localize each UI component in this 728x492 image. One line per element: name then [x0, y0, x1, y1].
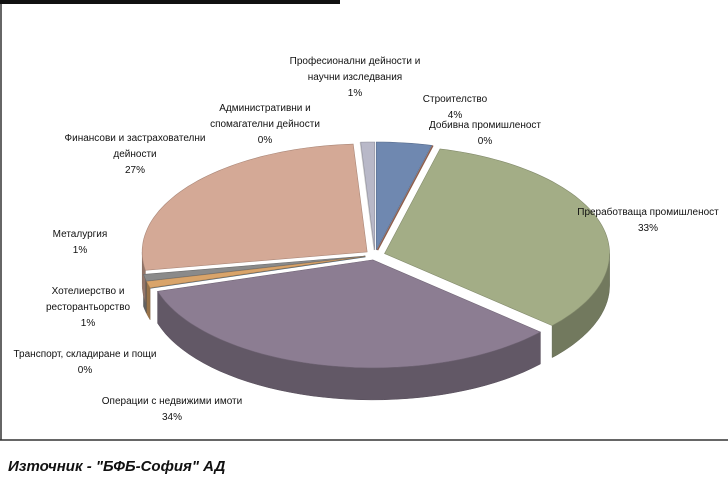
value-label: 34%	[161, 412, 182, 423]
value-label: 0%	[477, 136, 493, 147]
value-label: 1%	[72, 245, 88, 256]
data-label: Добивна промишленост 0%	[425, 118, 545, 150]
category-label: Преработваща промишленост	[577, 207, 719, 218]
slice	[360, 141, 376, 251]
category-label: Транспорт, складиране и пощи	[13, 349, 157, 360]
data-label: Административни и спомагателни дейности 0…	[205, 101, 325, 149]
category-label: Операции с недвижими имоти	[101, 396, 243, 407]
category-label: Административни и спомагателни дейности	[210, 103, 320, 130]
value-label: 27%	[124, 165, 145, 176]
slice	[376, 145, 434, 251]
slice	[157, 259, 542, 369]
value-label: 0%	[77, 365, 93, 376]
data-label: Финансови и застрахователни дейности 27%	[60, 131, 210, 179]
value-label: 0%	[257, 135, 273, 146]
category-label: Професионални дейности и научни изследва…	[289, 56, 421, 83]
data-label: Операции с недвижими имоти 34%	[92, 394, 252, 426]
slice	[384, 148, 610, 326]
data-label: Транспорт, складиране и пощи 0%	[0, 347, 170, 379]
value-label: 4%	[447, 110, 463, 121]
value-label: 1%	[347, 88, 363, 99]
data-label: Металургия 1%	[40, 227, 120, 259]
slice	[141, 143, 368, 271]
data-label: Преработваща промишленост 33%	[568, 205, 728, 237]
value-label: 1%	[80, 318, 96, 329]
data-label: Строителство 4%	[410, 92, 500, 124]
category-label: Добивна промишленост	[428, 120, 542, 131]
value-label: 33%	[637, 223, 658, 234]
data-label: Професионални дейности и научни изследва…	[285, 54, 425, 102]
source: Източник - "БФБ-София" АД	[8, 458, 226, 475]
data-label: Хотелиерство и ресторантьорство 1%	[33, 284, 143, 332]
category-label: Строителство	[422, 94, 488, 105]
category-label: Хотелиерство и ресторантьорство	[45, 286, 131, 313]
category-label: Финансови и застрахователни дейности	[64, 133, 206, 160]
cut-title	[0, 0, 340, 4]
category-label: Металургия	[52, 229, 108, 240]
slice	[145, 256, 366, 289]
slice	[375, 141, 433, 251]
slice	[143, 255, 366, 282]
